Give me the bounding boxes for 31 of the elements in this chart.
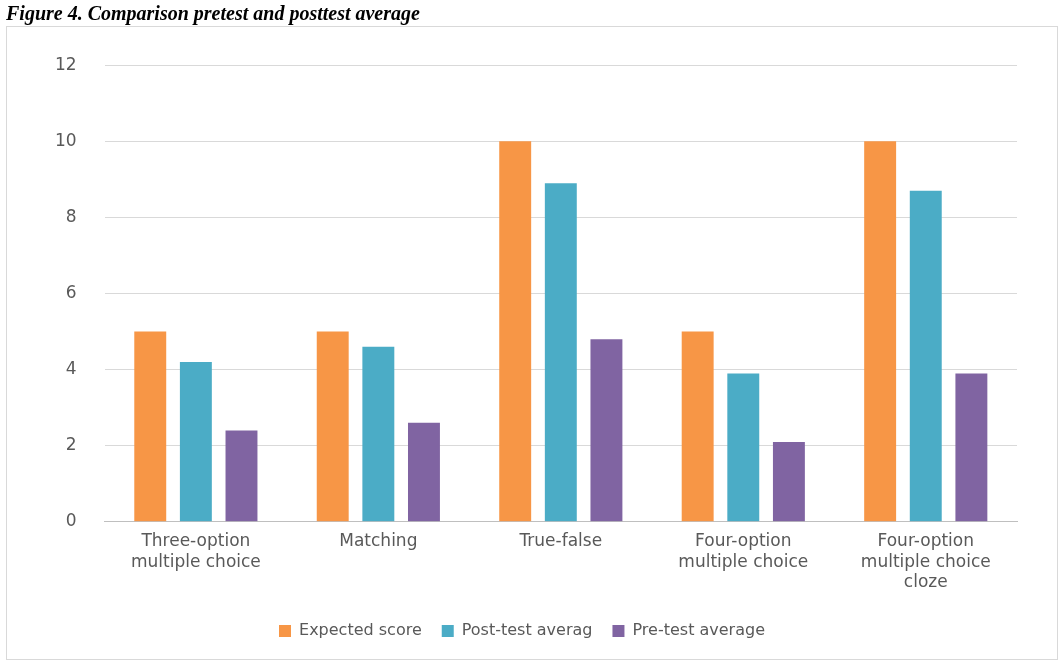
bar [316,331,349,522]
x-tick-label: Three-option multiple choice [130,530,261,571]
y-tick-label: 6 [65,281,77,302]
y-tick-label: 0 [65,510,77,531]
y-tick-label: 10 [54,129,77,150]
bar [362,346,395,522]
bar [590,339,623,522]
bar [681,331,714,522]
x-tick-label: Matching [339,530,418,551]
bar [955,373,988,522]
chart-title: Figure 4. Comparison pretest and posttest average [6,2,421,26]
bar [179,361,212,522]
bar [499,141,532,522]
bar [772,441,805,522]
bar [727,373,760,522]
bar [134,331,167,522]
x-tick-label: Four-option multiple choice cloze [860,530,991,592]
y-tick-label: 8 [65,205,77,226]
legend-label: Expected score [299,620,422,640]
y-tick-label: 2 [65,434,77,455]
legend-label: Pre-test average [632,620,765,640]
bar [544,183,577,522]
y-tick-label: 12 [54,53,77,74]
bar [909,190,942,522]
x-tick-label: True-false [518,530,603,551]
y-tick-label: 4 [65,358,77,379]
x-tick-label: Four-option multiple choice [678,530,809,571]
bar [225,430,258,522]
bar [407,422,440,522]
bar [864,141,897,522]
legend-label: Post-test averag [461,620,593,640]
